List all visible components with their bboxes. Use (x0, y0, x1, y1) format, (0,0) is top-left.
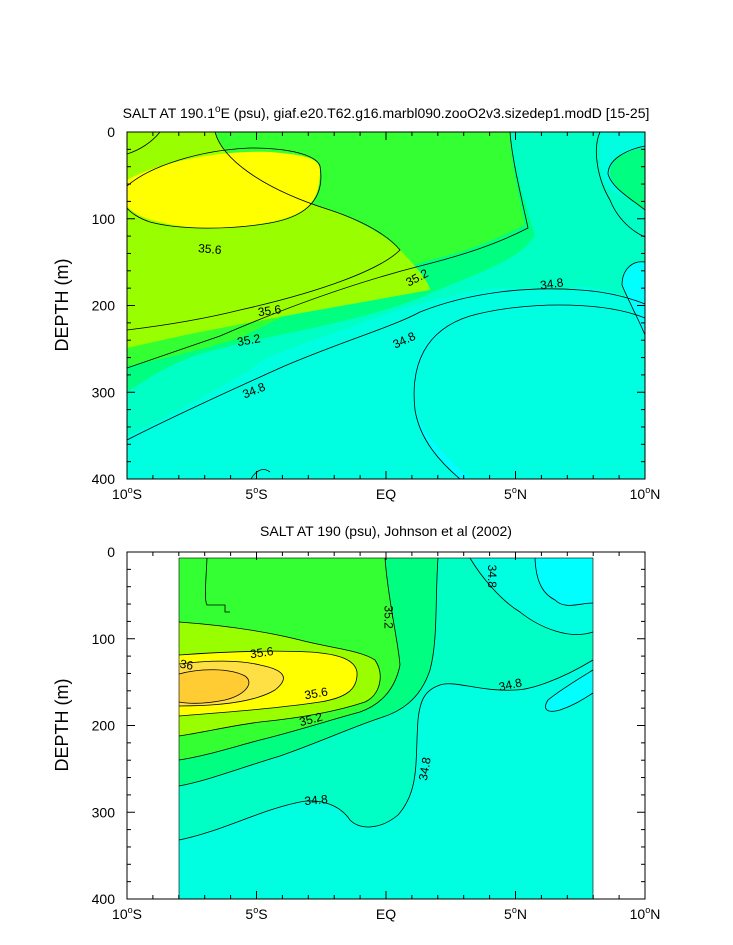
contour-label: 36 (179, 657, 195, 673)
y-tick-label: 0 (107, 124, 115, 140)
bottom-contour-34.8 (469, 558, 593, 635)
svg-text:34.8: 34.8 (539, 275, 564, 292)
top-contour-fills (127, 132, 645, 479)
fill-upper-right-cyan (535, 558, 593, 606)
bottom-contour-35.8 (179, 660, 284, 707)
x-tick-label: 5oS (245, 905, 267, 922)
contour-label: 35.2 (382, 605, 396, 629)
top-panel: SALT AT 190.1oE (psu), giaf.e20.T62.g16.… (52, 104, 661, 502)
contour-label: 35.6 (257, 302, 282, 319)
svg-text:35.2: 35.2 (382, 605, 396, 629)
top-y-axis-label: DEPTH (m) (52, 259, 72, 352)
contour-label: 34.8 (497, 675, 523, 694)
y-tick-label: 400 (92, 471, 116, 487)
top-contour-right-green (607, 145, 645, 211)
top-contour-35.0 (595, 132, 645, 238)
x-tick-label: EQ (376, 486, 396, 502)
top-contour-35.4 (127, 132, 401, 331)
x-tick-label: 5oN (504, 905, 527, 922)
x-tick-label: 10oN (630, 905, 661, 922)
y-tick-label: 100 (92, 631, 116, 647)
svg-text:34.8: 34.8 (497, 675, 523, 694)
top-contour-34.8 (127, 288, 645, 441)
y-tick-label: 200 (92, 298, 116, 314)
svg-text:35.6: 35.6 (249, 644, 274, 661)
x-tick-label: 5oN (504, 485, 527, 502)
bottom-contour-lines (179, 558, 593, 841)
bottom-contour-34.8-b (179, 659, 593, 841)
y-tick-label: 300 (92, 804, 116, 820)
bottom-contour-upper-right (534, 558, 593, 606)
fill-right-pocket-cyan (622, 261, 645, 335)
contour-label: 35.6 (198, 241, 223, 257)
top-contour-lines (127, 132, 645, 479)
bottom-panel: SALT AT 190 (psu), Johnson et al (2002) (52, 523, 660, 922)
fill-lower-right-cyan (545, 670, 593, 712)
bottom-contour-35.4 (179, 621, 381, 737)
y-tick-label: 400 (92, 891, 116, 907)
fill-35.6-35.8 (127, 151, 320, 228)
bottom-contour-lower-right (545, 669, 593, 712)
bottom-contour-36 (179, 669, 250, 704)
x-tick-label: 10oS (112, 485, 142, 502)
svg-text:35.6: 35.6 (303, 684, 329, 702)
bottom-contour-labels: 34.8 35.2 35.6 36 34.8 35.6 35.2 34.8 34.8 (179, 565, 524, 808)
top-contour-bottom-34.8 (250, 469, 271, 479)
top-contour-35.6-outer (127, 147, 322, 229)
fill-34.6-34.8 (127, 132, 645, 479)
top-contour-35.2 (127, 132, 529, 369)
x-tick-label: 5oS (245, 485, 267, 502)
svg-text:35.2: 35.2 (298, 710, 324, 730)
x-tick-label: EQ (376, 906, 396, 922)
y-tick-label: 0 (107, 544, 115, 560)
y-tick-label: 300 (92, 384, 116, 400)
svg-text:34.8: 34.8 (304, 792, 329, 808)
svg-text:36: 36 (179, 657, 195, 673)
svg-text:34.8: 34.8 (485, 565, 499, 589)
contour-label: 35.2 (298, 710, 324, 730)
contour-label: 35.6 (249, 644, 274, 661)
svg-text:35.2: 35.2 (236, 331, 262, 349)
svg-text:34.8: 34.8 (416, 756, 434, 782)
top-contour-34.6 (413, 304, 645, 479)
contour-label: 34.8 (485, 565, 499, 589)
bottom-y-axis-label: DEPTH (m) (52, 679, 72, 772)
svg-text:35.6: 35.6 (257, 302, 282, 319)
top-panel-title: SALT AT 190.1oE (psu), giaf.e20.T62.g16.… (123, 104, 650, 121)
contour-label: 34.8 (304, 792, 329, 808)
bottom-contour-top-left (205, 558, 230, 613)
top-contour-left (127, 132, 161, 155)
contour-label: 34.8 (416, 756, 434, 782)
svg-text:35.6: 35.6 (198, 241, 223, 257)
top-contour-right-pocket (621, 261, 645, 336)
y-tick-label: 100 (92, 211, 116, 227)
x-tick-label: 10oN (630, 485, 661, 502)
bottom-contour-35.0 (179, 558, 439, 787)
bottom-contour-fills (179, 558, 593, 899)
y-tick-label: 200 (92, 718, 116, 734)
contour-label: 35.6 (303, 684, 329, 702)
top-axis-ticks: 10oS 5oS EQ 5oN 10oN 0 100 200 300 400 (92, 124, 661, 502)
contour-label: 35.2 (236, 331, 262, 349)
fill-right-pocket-35.0 (609, 148, 645, 210)
contour-label: 34.8 (539, 275, 564, 292)
fill-above-36.0 (179, 669, 249, 704)
bottom-contour-35.6 (179, 650, 358, 717)
bottom-panel-title: SALT AT 190 (psu), Johnson et al (2002) (260, 523, 512, 539)
bottom-contour-35.2 (179, 558, 401, 761)
bottom-axis-ticks: 10oS 5oS EQ 5oN 10oN 0 100 200 300 400 (92, 544, 661, 922)
x-tick-label: 10oS (112, 905, 142, 922)
